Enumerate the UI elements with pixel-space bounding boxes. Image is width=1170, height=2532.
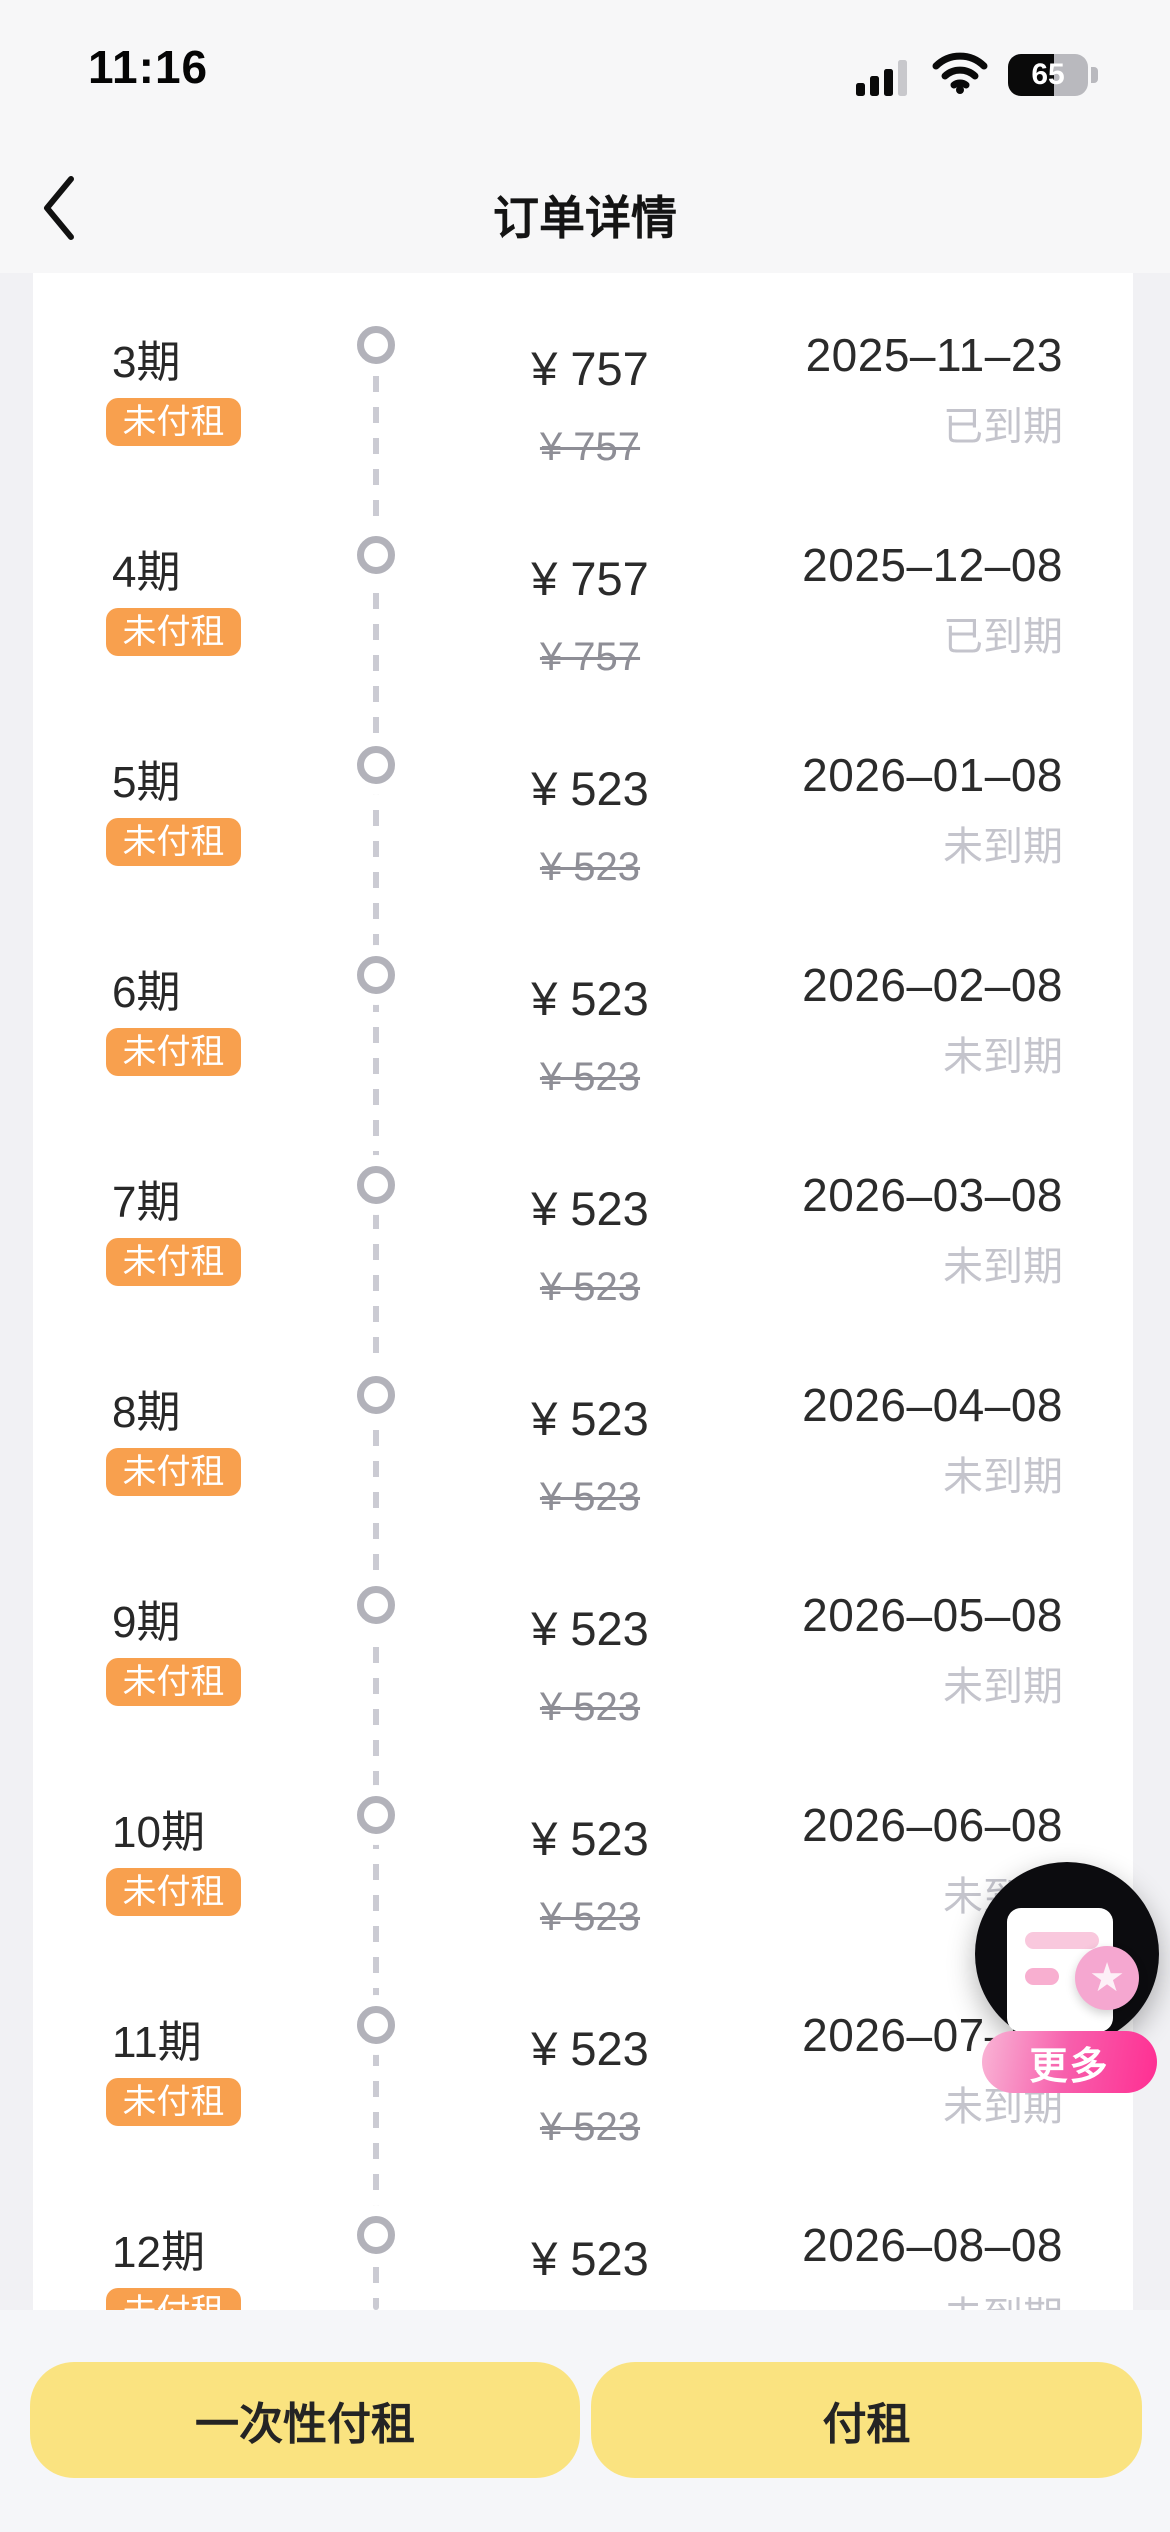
battery-icon: 65 [1008,54,1088,96]
status-time: 11:16 [88,41,209,93]
due-status: 未到期 [943,1455,1063,1499]
timeline-dot [357,2216,395,2254]
original-amount: ¥ 757 [539,635,641,679]
period-label: 7期 [112,1178,181,1227]
period-label: 4期 [112,548,181,597]
back-button[interactable] [24,168,94,248]
amount-due: ¥ 757 [531,552,649,605]
due-status: 未到期 [943,1665,1063,1709]
timeline-dot [357,326,395,364]
due-status: 未到期 [943,1035,1063,1079]
due-date: 2026–06–08 [802,1799,1063,1851]
installment-row: 6期 未付租 ¥ 523 ¥ 523 2026–02–08 未到期 [33,870,1133,1099]
due-date: 2026–05–08 [802,1589,1063,1641]
due-status: 未到期 [943,1245,1063,1289]
period-label: 10期 [112,1808,205,1857]
original-amount: ¥ 523 [539,1475,641,1519]
amount-due: ¥ 523 [531,972,649,1025]
installment-row: 12期 未付租 ¥ 523 ¥ 523 2026–08–08 未到期 [33,2130,1133,2310]
installment-row: 3期 未付租 ¥ 757 ¥ 757 2025–11–23 已到期 [33,273,1133,469]
rent-status-badge: 未付租 [106,1658,241,1706]
period-label: 9期 [112,1598,181,1647]
due-date: 2026–08–08 [802,2219,1063,2271]
installment-list: 3期 未付租 ¥ 757 ¥ 757 2025–11–23 已到期 4期 未付租… [33,273,1133,2310]
rent-status-badge: 未付租 [106,1868,241,1916]
wifi-icon [932,52,988,99]
due-status: 未到期 [943,2284,1063,2310]
rent-status-badge: 未付租 [106,1448,241,1496]
rent-status-badge: 未付租 [106,1028,241,1076]
original-amount: ¥ 757 [539,425,641,469]
timeline-dot [357,1586,395,1624]
installment-row: 5期 未付租 ¥ 523 ¥ 523 2026–01–08 未到期 [33,660,1133,889]
due-date: 2026–04–08 [802,1379,1063,1431]
amount-due: ¥ 523 [531,1602,649,1655]
period-label: 12期 [112,2228,205,2277]
original-amount: ¥ 523 [539,1895,641,1939]
timeline-dot [357,536,395,574]
original-amount: ¥ 523 [539,2105,641,2149]
original-amount: ¥ 523 [539,1685,641,1729]
amount-due: ¥ 523 [531,1392,649,1445]
timeline-dot [357,1796,395,1834]
chevron-left-icon [44,176,74,240]
pay-all-button[interactable]: 一次性付租 [30,2362,580,2478]
period-label: 3期 [112,338,181,387]
due-status: 未到期 [943,825,1063,869]
installment-row: 10期 未付租 ¥ 523 ¥ 523 2026–06–08 未到期 [33,1710,1133,1939]
battery-cap [1091,67,1098,83]
due-date: 2025–11–23 [805,329,1063,381]
installment-row: 7期 未付租 ¥ 523 ¥ 523 2026–03–08 未到期 [33,1080,1133,1309]
period-label: 5期 [112,758,181,807]
original-amount: ¥ 523 [539,1055,641,1099]
installment-row: 9期 未付租 ¥ 523 ¥ 523 2026–05–08 未到期 [33,1500,1133,1729]
original-amount: ¥ 523 [539,1265,641,1309]
rent-status-badge: 未付租 [106,2288,241,2310]
installment-row: 11期 未付租 ¥ 523 ¥ 523 2026–07–08 未到期 [33,1920,1133,2149]
installment-row: 8期 未付租 ¥ 523 ¥ 523 2026–04–08 未到期 [33,1290,1133,1519]
timeline-dot [357,746,395,784]
amount-due: ¥ 523 [531,762,649,815]
star-icon: ★ [1075,1946,1139,2010]
bottom-action-bar: 一次性付租 付租 [0,2310,1170,2532]
rent-status-badge: 未付租 [106,818,241,866]
rent-status-badge: 未付租 [106,398,241,446]
rent-status-badge: 未付租 [106,1238,241,1286]
amount-due: ¥ 523 [531,2232,649,2285]
amount-due: ¥ 757 [531,342,649,395]
period-label: 6期 [112,968,181,1017]
timeline-dot [357,1166,395,1204]
installments-card: 3期 未付租 ¥ 757 ¥ 757 2025–11–23 已到期 4期 未付租… [33,273,1133,2310]
due-status: 已到期 [943,615,1063,659]
header: 11:16 65 订单详情 [0,0,1170,273]
more-label-pill[interactable]: 更多 [982,2031,1157,2093]
period-label: 11期 [112,2018,202,2067]
amount-due: ¥ 523 [531,2022,649,2075]
amount-due: ¥ 523 [531,1812,649,1865]
timeline-dot [357,1376,395,1414]
due-date: 2025–12–08 [802,539,1063,591]
timeline-dot [357,2006,395,2044]
rent-status-badge: 未付租 [106,608,241,656]
battery-percent: 65 [1031,58,1065,91]
due-status: 已到期 [943,405,1063,449]
due-date: 2026–01–08 [802,749,1063,801]
amount-due: ¥ 523 [531,1182,649,1235]
timeline-dashed-line [373,345,379,2310]
rent-status-badge: 未付租 [106,2078,241,2126]
cellular-signal-icon [856,56,912,96]
installment-row: 4期 未付租 ¥ 757 ¥ 757 2025–12–08 已到期 [33,450,1133,679]
timeline-dot [357,956,395,994]
due-date: 2026–03–08 [802,1169,1063,1221]
original-amount: ¥ 523 [539,845,641,889]
period-label: 8期 [112,1388,181,1437]
more-floating-button[interactable]: ★ [975,1862,1159,2046]
due-date: 2026–02–08 [802,959,1063,1011]
pay-rent-button[interactable]: 付租 [591,2362,1142,2478]
page-title: 订单详情 [493,192,677,244]
